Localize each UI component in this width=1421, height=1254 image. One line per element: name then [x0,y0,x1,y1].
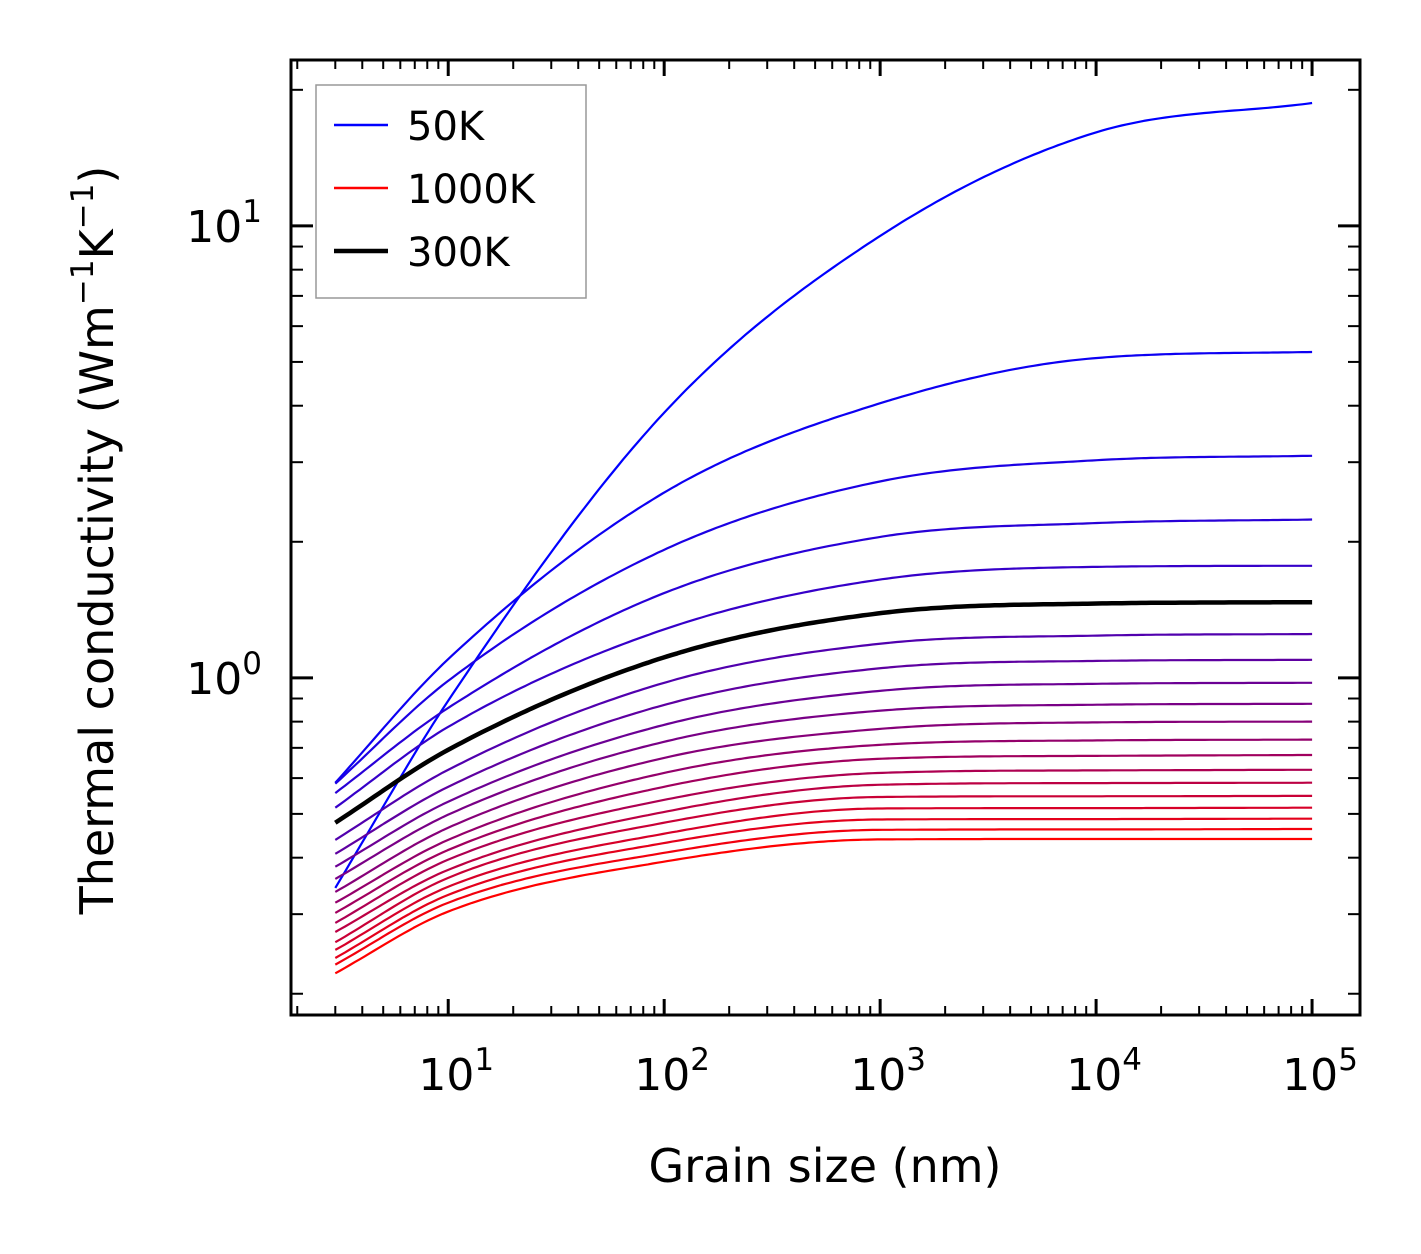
series-line-750k [334,781,1313,933]
series-line-400k [334,658,1313,855]
series-line-950k [334,827,1313,966]
series-line-550k [334,720,1313,893]
x-tick-label: 103 [850,1042,926,1101]
series-line-850k [334,806,1313,951]
legend: 50K 1000K 300K [315,84,587,299]
y-label-prefix: Thermal conductivity (Wm [70,305,124,915]
series-line-50k [334,101,1313,889]
series-line-1000k [334,837,1313,975]
series-line-600k [334,738,1313,904]
series-line-450k [334,681,1313,868]
series-line-500k [334,702,1313,880]
x-axis-label: Grain size (nm) [649,1139,1002,1193]
y-tick-label: 101 [186,194,262,253]
x-tick-label: 101 [418,1042,494,1101]
x-tick-label: 102 [634,1042,710,1101]
x-tick-label: 104 [1066,1042,1142,1101]
series-line-800k [334,794,1313,944]
tick-labels-group: 101 102 103 104 105 100 101 [186,194,1358,1101]
legend-label-50k: 50K [407,104,486,150]
y-label-mid: K [70,227,124,259]
series-line-250k [334,564,1313,809]
y-label-sup1: −1 [65,259,101,305]
legend-label-300k: 300K [407,230,511,276]
y-axis-label: Thermal conductivity (Wm−1K−1) [65,166,124,916]
series-line-200k [334,518,1313,794]
y-label-sup2: −1 [65,184,101,230]
series-line-300k [334,599,1313,825]
y-tick-label: 100 [186,646,262,705]
legend-box [315,84,587,299]
y-label-suffix: ) [70,166,124,184]
series-line-100k [334,350,1313,784]
plot-frame [289,58,1362,1017]
series-line-650k [334,753,1313,914]
series-line-900k [334,817,1313,959]
curves-group [334,101,1313,975]
series-line-150k [334,454,1313,785]
series-line-350k [334,632,1313,841]
series-line-700k [334,768,1313,924]
legend-label-1000k: 1000K [407,167,537,213]
x-tick-label: 105 [1282,1042,1358,1101]
ticks-group [291,60,1360,1015]
